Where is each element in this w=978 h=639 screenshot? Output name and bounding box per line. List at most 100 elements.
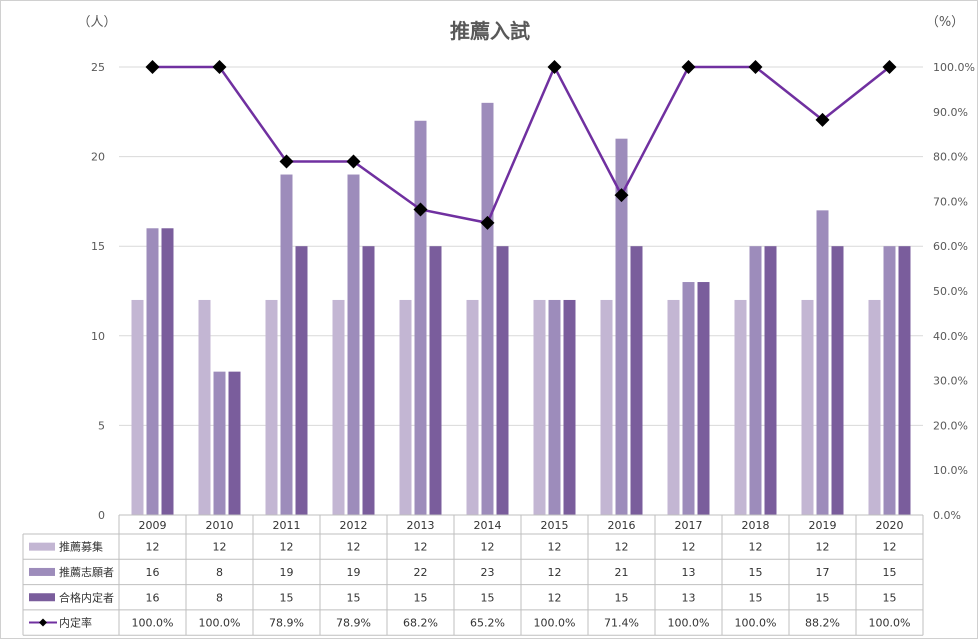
bar-2-2019: [816, 210, 829, 516]
rate-line: [145, 60, 897, 230]
table-cell: 21: [615, 566, 629, 579]
data-table: 2009 2010 2011 2012 2013 2014 2015 2016 2017 2018…: [22, 514, 924, 636]
category-label-2016: 2016: [608, 519, 636, 532]
y-right-unit-label: （%）: [926, 15, 964, 30]
rate-marker-2011: [279, 154, 294, 169]
bar-1-2013: [399, 299, 412, 515]
table-cell: 12: [414, 541, 428, 554]
bar-2-2009: [146, 228, 159, 515]
category-label-2019: 2019: [809, 519, 837, 532]
category-label-2018: 2018: [742, 519, 770, 532]
bar-3-2016: [630, 246, 643, 515]
table-cell: 12: [280, 541, 294, 554]
table-cell: 19: [280, 566, 294, 579]
table-cell: 100.0%: [668, 617, 710, 630]
bar-1-2011: [265, 299, 278, 515]
y-right-tick-label: 60.0%: [933, 240, 968, 253]
bar-3-2011: [295, 246, 308, 515]
rate-marker-2014: [480, 215, 495, 230]
gridlines: [119, 66, 923, 426]
table-cell: 15: [615, 591, 629, 604]
bar-2-2011: [280, 174, 293, 515]
table-cell: 22: [414, 566, 428, 579]
table-cell: 12: [347, 541, 361, 554]
rate-marker-2009: [145, 60, 160, 74]
legend-key-marker: [39, 618, 47, 627]
bar-1-2016: [600, 299, 613, 515]
chart-title: 推薦入試: [450, 19, 530, 43]
legend-label-4: 内定率: [59, 616, 92, 630]
bar-2-2010: [213, 371, 226, 515]
bar-1-2009: [131, 299, 144, 515]
table-cell: 16: [146, 566, 160, 579]
table-cell: 15: [749, 566, 763, 579]
bar-3-2019: [831, 246, 844, 515]
table-cell: 16: [146, 591, 160, 604]
bar-3-2013: [429, 246, 442, 515]
table-cell: 17: [816, 566, 830, 579]
y-left-tick-label: 15: [91, 240, 105, 253]
table-cell: 78.9%: [336, 617, 371, 630]
bar-2-2012: [347, 174, 360, 515]
rate-marker-2017: [681, 60, 696, 74]
y-left-tick-label: 25: [91, 61, 105, 74]
y-left-tick-label: 5: [98, 419, 105, 432]
table-cell: 12: [548, 591, 562, 604]
rate-marker-2020: [882, 60, 897, 74]
table-cell: 100.0%: [199, 617, 241, 630]
y-right-tick-label: 40.0%: [933, 330, 968, 343]
y-left-tick-label: 0: [98, 509, 105, 522]
y-right-tick-label: 90.0%: [933, 106, 968, 119]
table-cell: 71.4%: [604, 617, 639, 630]
table-cell: 12: [615, 541, 629, 554]
category-label-2009: 2009: [139, 519, 167, 532]
category-label-2014: 2014: [474, 519, 502, 532]
bar-2-2014: [481, 102, 494, 515]
bar-3-2010: [228, 371, 241, 515]
y-left-tick-label: 20: [91, 151, 105, 164]
table-cell: 12: [816, 541, 830, 554]
rate-marker-2010: [212, 60, 227, 74]
bar-3-2015: [563, 299, 576, 515]
bar-1-2019: [801, 299, 814, 515]
rate-line-path: [152, 64, 891, 225]
category-label-2017: 2017: [675, 519, 703, 532]
table-cell: 8: [216, 566, 223, 579]
rate-marker-2016: [614, 188, 629, 203]
category-label-2011: 2011: [273, 519, 301, 532]
bar-2-2020: [883, 246, 896, 515]
bar-1-2014: [466, 299, 479, 515]
bar-2-2016: [615, 138, 628, 515]
table-cell: 78.9%: [269, 617, 304, 630]
bars: [131, 102, 911, 516]
category-label-2020: 2020: [876, 519, 904, 532]
category-label-2015: 2015: [541, 519, 569, 532]
table-cell: 19: [347, 566, 361, 579]
table-cell: 65.2%: [470, 617, 505, 630]
bar-1-2018: [734, 299, 747, 515]
category-label-2010: 2010: [206, 519, 234, 532]
legend-key-1: [29, 542, 55, 551]
table-cell: 15: [481, 591, 495, 604]
axes: 0 5 10 15 20 25 0.0% 10.0% 20.0% 30.0% 40.0% 50.0% 6…: [91, 61, 975, 522]
table-cell: 12: [749, 541, 763, 554]
bar-2-2018: [749, 246, 762, 515]
category-label-2012: 2012: [340, 519, 368, 532]
table-cell: 13: [682, 566, 696, 579]
category-label-2013: 2013: [407, 519, 435, 532]
bar-1-2010: [198, 299, 211, 515]
bar-2-2017: [682, 282, 695, 515]
table-cell: 15: [883, 566, 897, 579]
table-cell: 15: [414, 591, 428, 604]
y-left-unit-label: （人）: [77, 15, 116, 30]
table-cell: 68.2%: [403, 617, 438, 630]
legend-key-3: [29, 593, 55, 602]
y-left-tick-label: 10: [91, 330, 105, 343]
rate-marker-2018: [748, 60, 763, 74]
bar-1-2012: [332, 299, 345, 515]
bar-1-2017: [667, 299, 680, 515]
table-cell: 15: [883, 591, 897, 604]
table-cell: 12: [213, 541, 227, 554]
